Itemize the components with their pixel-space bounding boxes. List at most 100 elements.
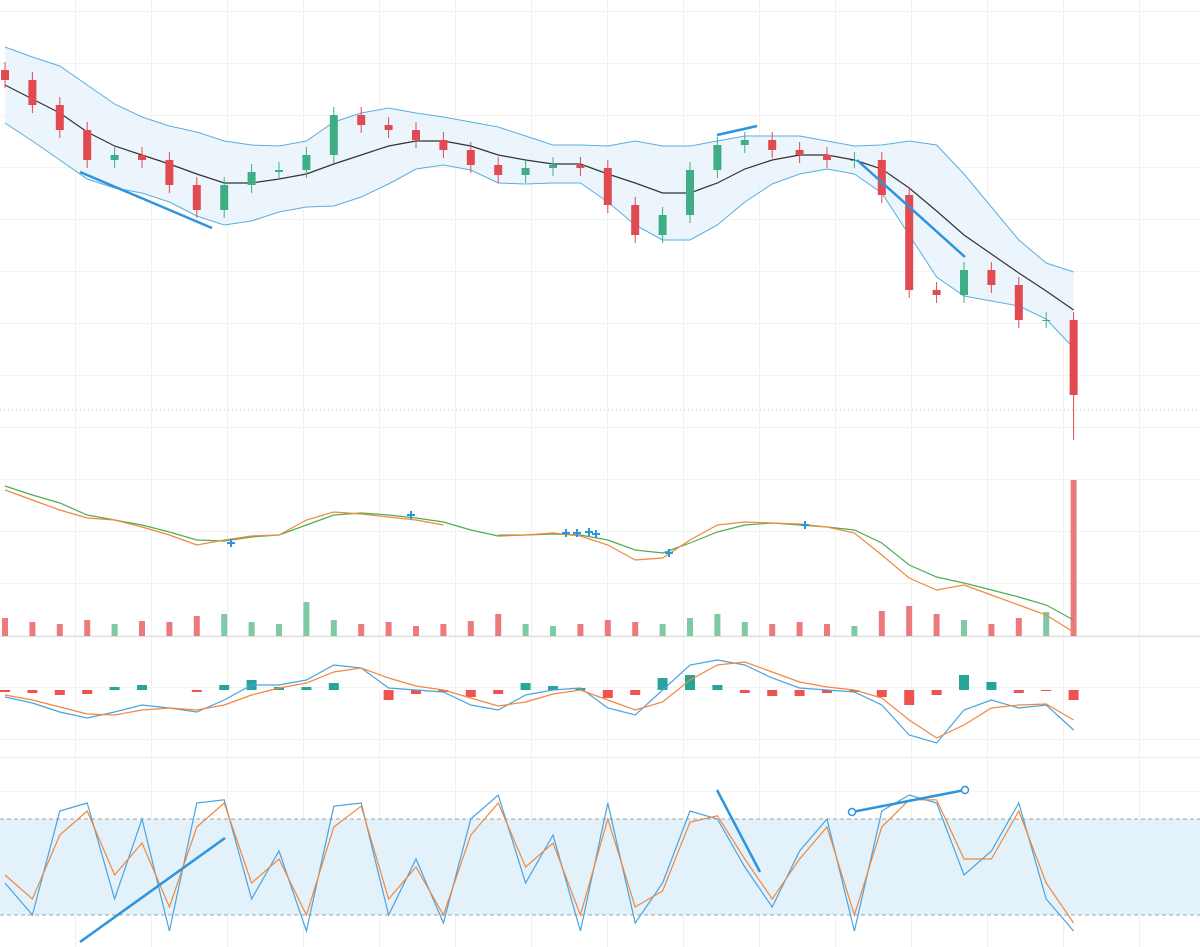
drawings (79, 124, 970, 944)
candle-body (549, 165, 557, 168)
volume-bar (796, 622, 803, 636)
macd-histogram (849, 690, 860, 692)
volume-bar (413, 626, 419, 636)
candle-body (329, 115, 338, 155)
volume-bar (193, 616, 200, 636)
candle-body (768, 140, 777, 150)
signal-markers (227, 511, 809, 557)
candle-body (631, 205, 640, 235)
volume-bar (303, 602, 310, 636)
macd-histogram (27, 690, 38, 693)
trend-line (715, 789, 762, 873)
handle[interactable] (847, 807, 857, 817)
volume-bar (1043, 612, 1050, 636)
macd-histogram (602, 690, 613, 698)
candle-body (83, 130, 92, 160)
band-line (4, 46, 1074, 273)
macd-histogram (575, 688, 586, 690)
candle-body (1014, 285, 1023, 320)
candle-body (576, 165, 585, 168)
candle-body (686, 170, 694, 215)
macd-histogram (54, 690, 65, 695)
volume-bar (851, 626, 858, 636)
volume-bar (687, 618, 693, 636)
candle-body (713, 145, 722, 170)
volume-bar (166, 622, 173, 636)
volume-bar (522, 624, 529, 636)
macd-line (4, 659, 1075, 744)
candle-body (905, 195, 914, 290)
macd-histogram (1041, 690, 1052, 691)
volume-bar (276, 624, 282, 636)
candle-body (466, 150, 475, 165)
stoch-band (0, 819, 1200, 915)
trend-line (79, 836, 226, 944)
macd-histogram (191, 690, 202, 692)
candle-body (247, 172, 256, 185)
candle-body (877, 160, 886, 195)
candle-body (138, 155, 146, 160)
volume-bar (961, 620, 967, 636)
macd-histogram (438, 690, 449, 692)
macd-histogram (548, 686, 558, 690)
volume-bar (84, 620, 91, 636)
candle-body (850, 160, 859, 161)
band-fill (5, 47, 1074, 348)
signal-line (4, 661, 1074, 739)
volume-bar (659, 624, 666, 636)
volume-bar (111, 624, 118, 636)
trend-line (856, 159, 966, 258)
volume-bar (1015, 618, 1022, 636)
candle-body (1, 70, 9, 80)
macd-histogram (109, 687, 120, 690)
macd-histogram (493, 690, 504, 694)
candle-body (1042, 320, 1051, 321)
handle[interactable] (960, 785, 970, 795)
candle-body (55, 105, 64, 130)
candle-body (220, 185, 229, 210)
moving-average (4, 84, 1074, 311)
volume-bar (769, 624, 776, 636)
candle-body (740, 140, 749, 145)
candle-body (603, 168, 612, 205)
macd-histogram (794, 690, 805, 696)
macd-histogram (876, 690, 887, 697)
macd-histogram (82, 690, 93, 694)
trend-line (851, 788, 966, 814)
volume-bar (878, 611, 885, 636)
candle-body (384, 125, 393, 130)
volume-line (4, 485, 1074, 621)
macd-histogram (986, 682, 997, 690)
trend-line (79, 170, 213, 230)
candle-body (932, 290, 941, 295)
volume-bar (139, 621, 145, 636)
macd-histogram (219, 685, 230, 690)
volume-bar (29, 622, 36, 636)
macd-histogram (685, 675, 695, 690)
volume-bar (550, 626, 556, 636)
volume-bar (248, 622, 255, 636)
volume-bar (221, 614, 228, 636)
candle-body (302, 155, 311, 170)
candle-body (521, 168, 530, 175)
macd-histogram (1068, 690, 1079, 700)
trend-line (716, 124, 758, 137)
macd-histogram (904, 690, 915, 705)
macd-histogram (657, 678, 668, 690)
macd-histogram (328, 683, 339, 690)
candle-body (795, 150, 804, 155)
volume-bar (385, 622, 392, 636)
macd-histogram (1013, 690, 1024, 693)
band-line (4, 122, 1074, 349)
candle-body (357, 115, 366, 125)
volume-bar (824, 624, 830, 636)
macd-histogram (822, 690, 832, 693)
candle-body (412, 130, 420, 140)
volume-bar (467, 621, 474, 636)
volume-bar (577, 624, 584, 636)
macd-histogram (630, 690, 641, 695)
volume-bar (604, 620, 611, 636)
volume-bar (988, 624, 995, 636)
macd-histogram (411, 690, 421, 694)
